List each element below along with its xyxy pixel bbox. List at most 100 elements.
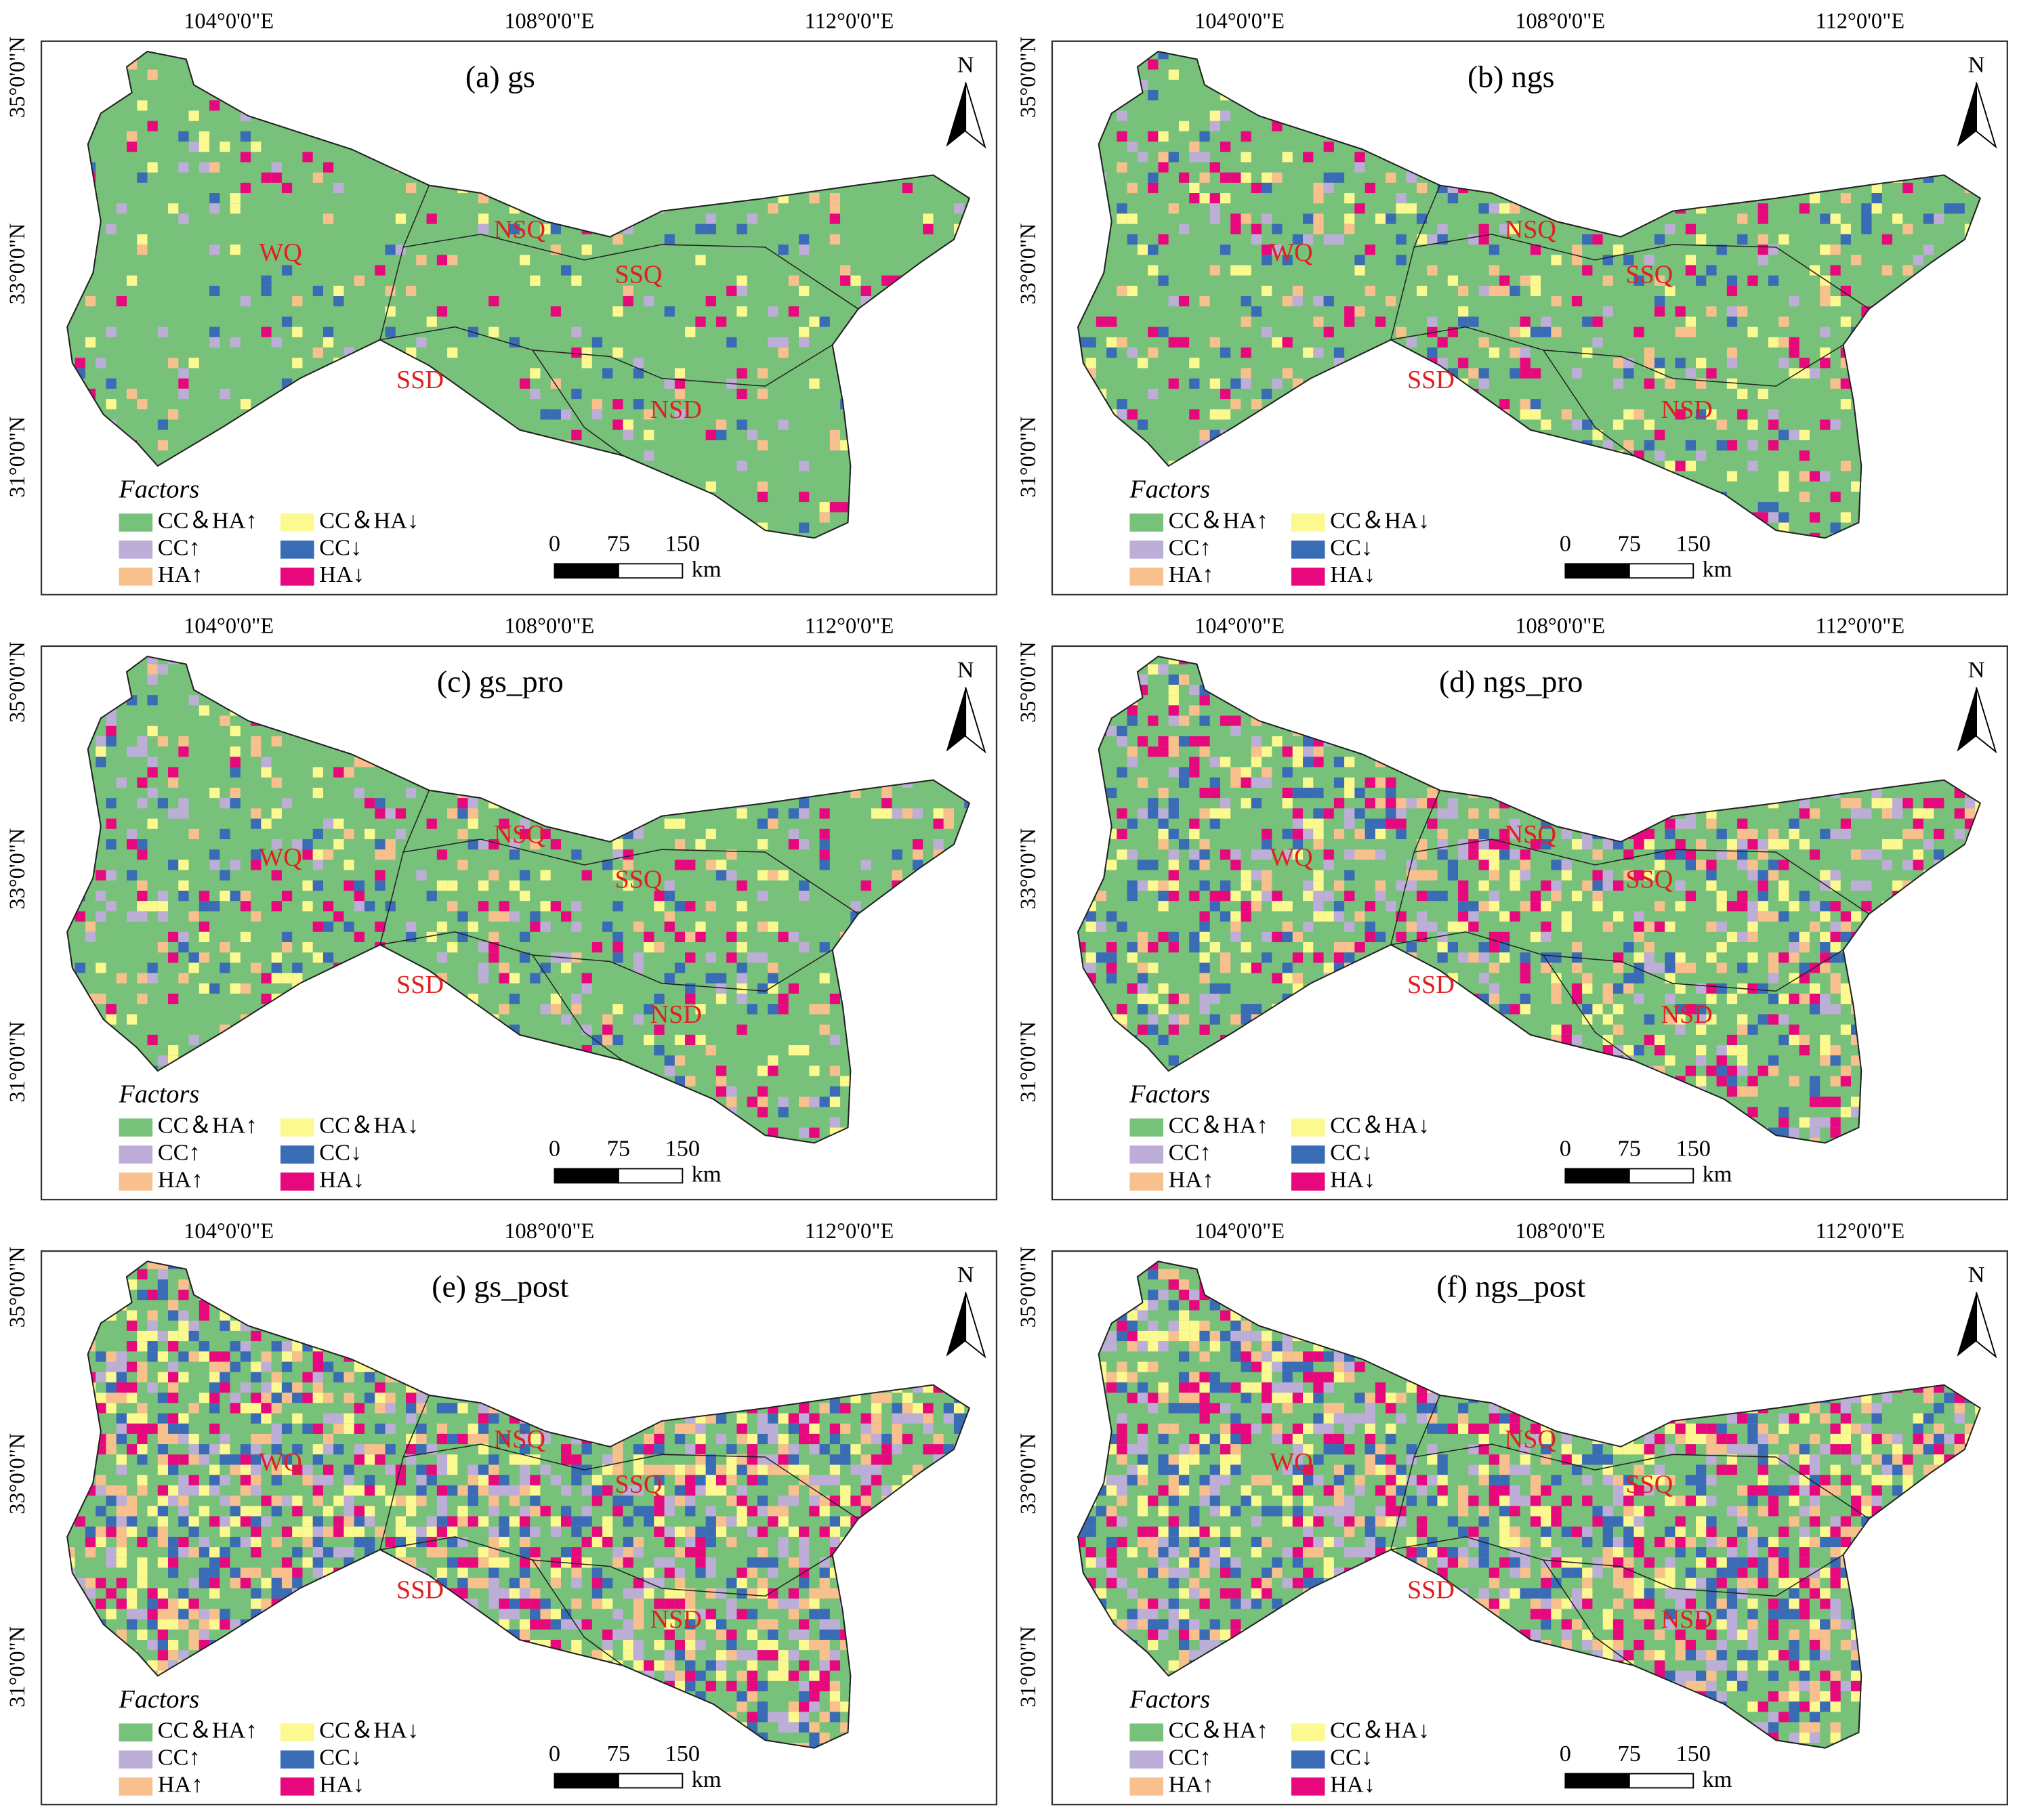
pixel	[1623, 502, 1634, 513]
pixel	[1085, 952, 1096, 963]
pixel	[188, 1599, 199, 1609]
pixel	[1913, 532, 1923, 538]
pixel	[1189, 152, 1200, 163]
pixel	[1757, 203, 1768, 214]
pixel	[778, 245, 789, 255]
pixel	[281, 705, 293, 716]
pixel	[85, 1578, 96, 1588]
pixel	[1706, 152, 1717, 163]
pixel	[281, 1423, 293, 1434]
pixel	[240, 1680, 251, 1691]
pixel	[1923, 808, 1934, 819]
pixel	[1696, 798, 1707, 809]
pixel	[768, 90, 778, 101]
pixel	[1137, 962, 1148, 973]
pixel	[1251, 870, 1262, 881]
pixel	[302, 1269, 313, 1279]
pixel	[1644, 1076, 1654, 1086]
pixel	[220, 1261, 230, 1269]
pixel	[1809, 808, 1820, 819]
pixel	[426, 890, 437, 902]
pixel	[168, 1485, 179, 1496]
pixel	[902, 1107, 913, 1118]
pixel	[1230, 715, 1241, 726]
pixel	[1665, 777, 1675, 788]
pixel	[478, 1086, 489, 1097]
pixel	[1468, 491, 1479, 503]
pixel	[1871, 921, 1882, 932]
pixel	[1127, 1065, 1138, 1076]
pixel	[1892, 808, 1903, 819]
pixel	[1737, 234, 1748, 245]
pixel	[168, 358, 179, 368]
pixel	[1158, 1004, 1169, 1015]
pixel	[530, 1137, 541, 1143]
pixel	[1716, 736, 1727, 747]
pixel	[1934, 1065, 1944, 1076]
pixel	[251, 51, 262, 60]
pixel	[168, 1413, 179, 1424]
pixel	[1168, 870, 1179, 881]
pixel	[519, 818, 530, 829]
pixel	[1489, 962, 1500, 973]
pixel	[1158, 828, 1169, 839]
pixel	[1975, 1034, 1980, 1046]
pixel	[1127, 952, 1138, 963]
pixel	[157, 1290, 169, 1300]
pixel	[1520, 656, 1531, 664]
pixel	[96, 1722, 106, 1733]
pixel	[923, 440, 934, 451]
pixel	[1913, 921, 1923, 932]
pixel	[1209, 1055, 1220, 1066]
pixel	[840, 337, 851, 348]
pixel	[75, 1742, 85, 1748]
pixel	[147, 69, 158, 80]
pixel	[1292, 285, 1304, 297]
pixel	[1117, 1045, 1127, 1056]
pixel	[447, 90, 458, 101]
pixel	[850, 901, 861, 912]
pixel	[271, 1536, 282, 1548]
pixel	[1954, 777, 1965, 788]
pixel	[1333, 172, 1345, 183]
pixel	[1561, 715, 1572, 726]
pixel	[571, 326, 582, 337]
pixel	[333, 1578, 344, 1588]
pixel	[1478, 203, 1489, 214]
region-boundary	[403, 234, 859, 310]
pixel	[933, 1065, 944, 1076]
pixel	[685, 1097, 696, 1107]
pixel	[1809, 1004, 1820, 1015]
pixel	[1850, 481, 1862, 492]
pixel	[499, 911, 509, 922]
pixel	[292, 839, 303, 850]
pixel	[354, 1320, 365, 1331]
pixel	[1168, 942, 1179, 953]
pixel	[1510, 121, 1520, 131]
pixel	[1737, 306, 1748, 317]
map-panel: 104°0'0"E 108°0'0"E 112°0'0"E35°0'0"N33°0'…	[5, 1219, 998, 1806]
pixel	[705, 162, 716, 173]
pixel	[1148, 1014, 1159, 1025]
pixel	[96, 1393, 106, 1403]
pixel	[1199, 461, 1210, 471]
pixel	[1561, 1045, 1572, 1056]
pixel	[1840, 911, 1851, 922]
region-label: NSD	[1661, 1000, 1713, 1029]
pixel	[1078, 440, 1086, 451]
pixel	[333, 1413, 344, 1424]
pixel	[1902, 110, 1913, 121]
pixel	[747, 684, 757, 696]
pixel	[1561, 1055, 1572, 1066]
pixel	[1902, 1097, 1913, 1107]
pixel	[685, 994, 696, 1004]
pixel	[902, 275, 913, 286]
pixel	[1468, 388, 1479, 400]
pixel	[612, 839, 623, 850]
pixel	[799, 880, 810, 891]
pixel	[1085, 921, 1096, 932]
pixel	[168, 767, 179, 778]
pixel	[1644, 808, 1654, 819]
pixel	[1820, 358, 1831, 368]
pixel	[1768, 839, 1779, 850]
